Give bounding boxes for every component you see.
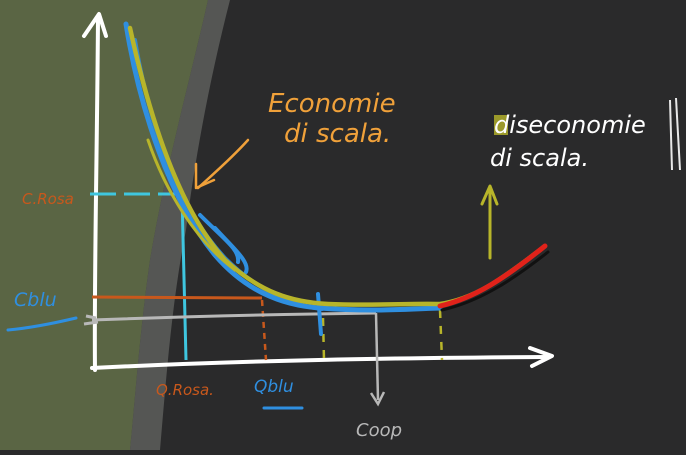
- coop-vertical-guide: [374, 312, 380, 401]
- x-axis: [90, 355, 550, 370]
- q-rosa-label: Q.Rosa.: [156, 381, 214, 399]
- blue-min-marker: [316, 292, 323, 336]
- diseconomie-arrowhead: [480, 184, 499, 206]
- x-axis-arrow: [528, 346, 554, 368]
- coop-horizontal-guide: [91, 311, 377, 322]
- board-left-panel: [0, 0, 208, 450]
- black-rising-curve: [440, 250, 550, 312]
- olive-cost-curve-stroke-2: [146, 138, 237, 272]
- y-axis: [92, 16, 100, 372]
- economie-label-line2: di scala.: [284, 119, 391, 149]
- q-blu-label: Qblu: [254, 377, 294, 397]
- c-blu-underline: [6, 316, 78, 332]
- red-rising-curve: [437, 243, 548, 309]
- coop-tick: [83, 314, 99, 326]
- q-rosa-guide: [180, 195, 188, 361]
- economie-arrowhead: [194, 162, 216, 190]
- edge-marks: [669, 97, 681, 171]
- blue-cost-curve: [123, 21, 443, 313]
- diseconomie-label-line1: diseconomie: [494, 111, 646, 139]
- y-axis-arrow: [82, 12, 108, 38]
- diseconomie-label-line2: di scala.: [490, 144, 589, 172]
- blue-scribble: [198, 213, 249, 274]
- diseconomie-highlight: [494, 115, 508, 135]
- board-light-edge: [130, 0, 230, 450]
- min-cost-guide: [321, 317, 326, 361]
- coop-label: Coop: [356, 420, 402, 441]
- c-rosa-label: C.Rosa: [22, 190, 74, 208]
- economie-label-line1: Economie: [268, 89, 396, 119]
- c-blu-label: Cblu: [14, 289, 57, 311]
- coop-arrow: [369, 391, 386, 407]
- c-blu-guide: [91, 295, 263, 300]
